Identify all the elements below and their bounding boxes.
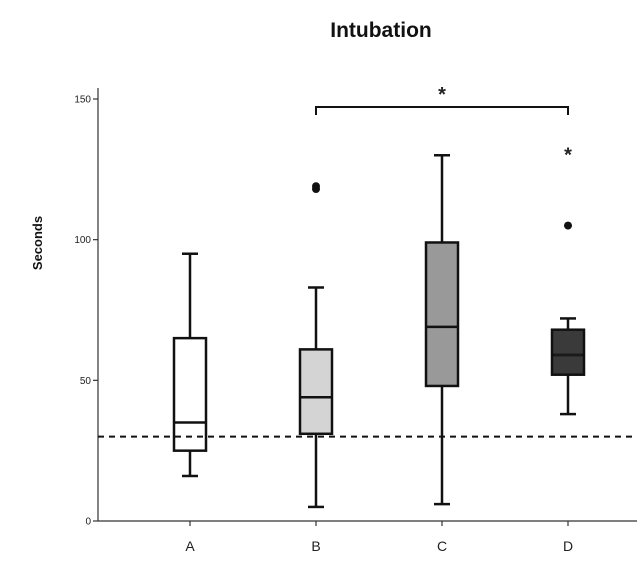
y-tick-label: 50 — [80, 376, 92, 387]
box-A — [172, 336, 208, 452]
chart-marks: 0 50 100 150 A B C D * * — [74, 84, 637, 554]
x-tick-label: B — [311, 538, 320, 554]
x-tick-label: C — [437, 538, 447, 554]
y-tick-label: 100 — [74, 235, 91, 246]
x-tick-label: D — [563, 538, 573, 554]
outlier-point — [564, 221, 572, 230]
significance-label: * — [438, 84, 446, 106]
outlier-point — [312, 182, 320, 191]
y-axis-label: Seconds — [30, 216, 45, 270]
box-C — [424, 241, 460, 388]
significance-bracket — [315, 106, 569, 115]
box-D — [550, 328, 586, 376]
y-tick-label: 0 — [85, 517, 91, 528]
x-tick-label: A — [185, 538, 195, 554]
box-B — [298, 348, 334, 436]
chart-title: Intubation — [330, 19, 431, 42]
extreme-point-star: * — [564, 144, 572, 166]
y-tick-label: 150 — [74, 95, 91, 106]
